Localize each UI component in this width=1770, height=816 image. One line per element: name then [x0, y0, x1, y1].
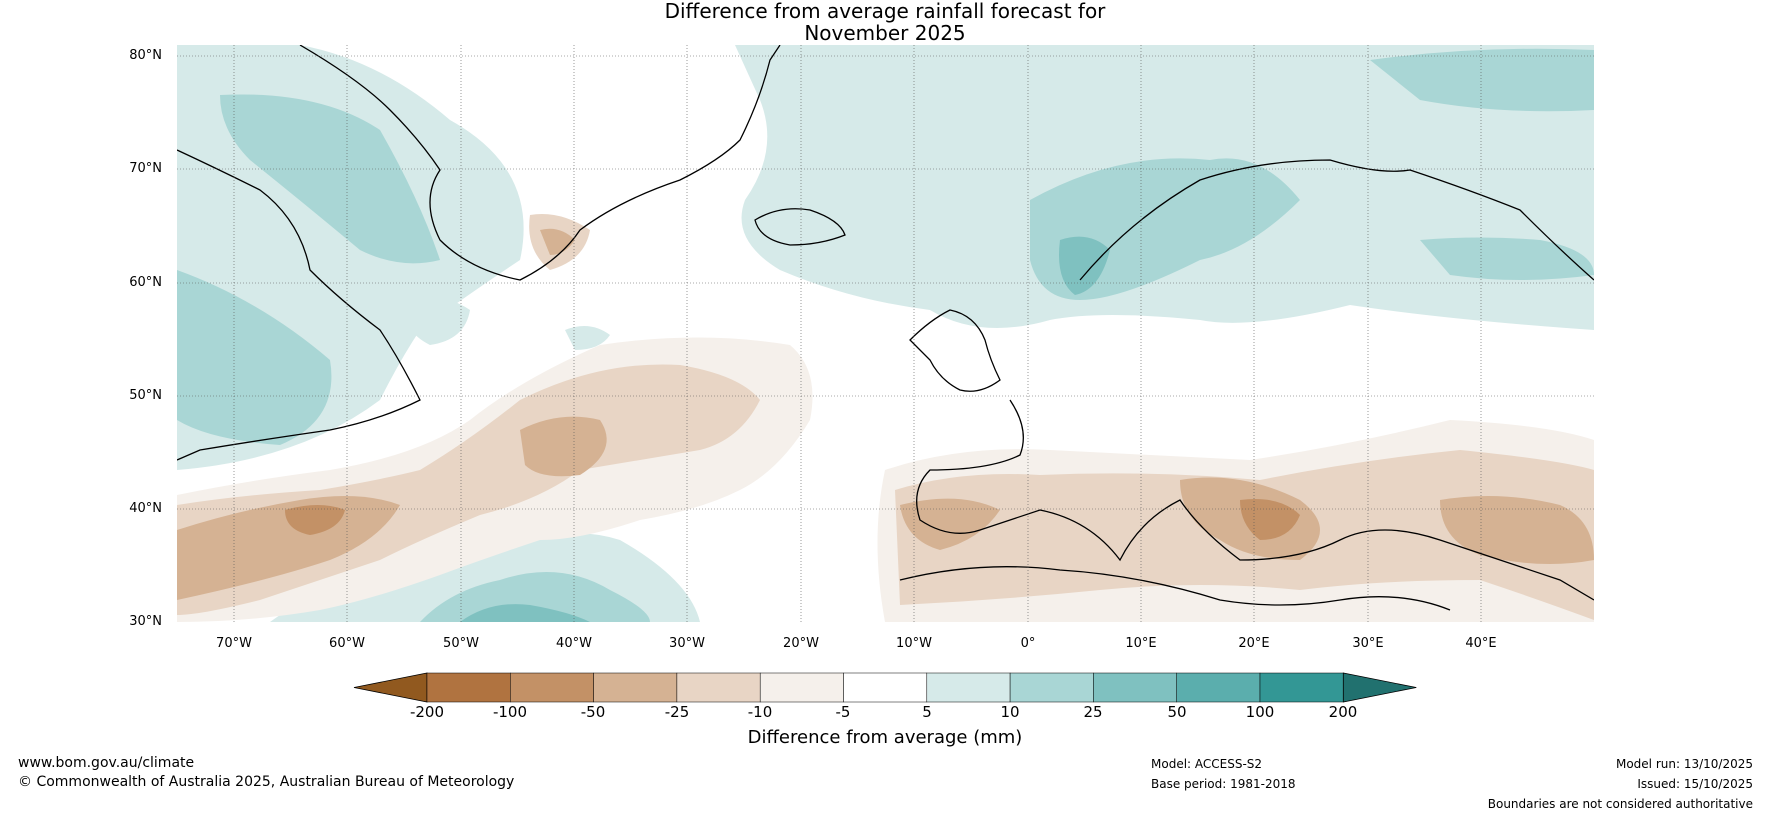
- colorbar-tick-label: 25: [1083, 703, 1103, 721]
- greenland-coast: [299, 45, 781, 281]
- issued-date: Issued: 15/10/2025: [1637, 777, 1753, 791]
- graticule: [177, 45, 1594, 622]
- colorbar-swatch: [1093, 672, 1177, 703]
- source-url: www.bom.gov.au/climate: [18, 755, 195, 771]
- colorbar-swatch: [593, 672, 678, 703]
- lon-label-50w: 50°W: [443, 636, 479, 651]
- model-run-date: Model run: 13/10/2025: [1615, 757, 1753, 771]
- colorbar-extend-high: [1342, 672, 1417, 703]
- lon-label-20e: 20°E: [1238, 636, 1270, 651]
- colorbar-label: Difference from average (mm): [747, 727, 1023, 748]
- colorbar: [353, 672, 1417, 703]
- copyright-notice: © Commonwealth of Australia 2025, Austra…: [18, 774, 515, 790]
- colorbar-tick-label: 50: [1167, 703, 1187, 721]
- lon-label-20w: 20°W: [783, 636, 819, 651]
- north-america-coast: [177, 149, 421, 461]
- colorbar-swatch: [1009, 672, 1094, 703]
- model-name: Model: ACCESS-S2: [1151, 757, 1263, 771]
- colorbar-tick-label: -50: [580, 703, 606, 721]
- colorbar-tick-label: -10: [747, 703, 773, 721]
- lon-label-30e: 30°E: [1352, 636, 1384, 651]
- colorbar-swatch: [759, 672, 844, 703]
- lat-label-50n: 50°N: [129, 388, 162, 403]
- lon-label-30w: 30°W: [669, 636, 705, 651]
- lon-label-10e: 10°E: [1125, 636, 1157, 651]
- boundaries-disclaimer: Boundaries are not considered authoritat…: [1487, 797, 1753, 811]
- colorbar-tick-label: 5: [922, 703, 932, 721]
- colorbar-tick-label: -5: [835, 703, 851, 721]
- chart-title-line1: Difference from average rainfall forecas…: [664, 0, 1106, 23]
- colorbar-extend-low: [353, 672, 428, 703]
- colorbar-swatch: [426, 672, 511, 703]
- colorbar-tick-label: -200: [409, 703, 445, 721]
- lon-label-70w: 70°W: [216, 636, 252, 651]
- lat-label-70n: 70°N: [129, 161, 162, 176]
- lat-label-60n: 60°N: [129, 275, 162, 290]
- colorbar-swatch: [843, 672, 928, 703]
- lon-label-10w: 10°W: [896, 636, 932, 651]
- map-area: [177, 45, 1594, 622]
- iceland-coast: [754, 208, 846, 246]
- dry-anomaly-regions: [177, 214, 1594, 622]
- colorbar-swatch: [926, 672, 1011, 703]
- colorbar-tick-label: -100: [492, 703, 528, 721]
- colorbar-swatch: [1259, 672, 1344, 703]
- lon-label-40e: 40°E: [1465, 636, 1497, 651]
- colorbar-tick-label: -25: [664, 703, 690, 721]
- colorbar-swatch: [1176, 672, 1261, 703]
- colorbar-tick-label: 200: [1328, 703, 1358, 721]
- mediterranean-north-coast: [916, 399, 1594, 601]
- british-isles-coast: [909, 309, 1001, 392]
- colorbar-swatch: [510, 672, 594, 703]
- lon-label-0: 0°: [1020, 636, 1036, 651]
- colorbar-tick-label: 100: [1245, 703, 1275, 721]
- coastlines: [177, 45, 1594, 611]
- colorbar-swatch: [676, 672, 761, 703]
- north-africa-coast: [899, 566, 1451, 611]
- base-period: Base period: 1981-2018: [1151, 777, 1296, 791]
- colorbar-tick-label: 10: [1000, 703, 1020, 721]
- lon-label-60w: 60°W: [329, 636, 365, 651]
- lat-label-40n: 40°N: [129, 501, 162, 516]
- wet-anomaly-regions: [177, 45, 1594, 622]
- chart-title-line2: November 2025: [804, 21, 966, 45]
- lon-label-40w: 40°W: [556, 636, 592, 651]
- lat-label-30n: 30°N: [129, 614, 162, 629]
- lat-label-80n: 80°N: [129, 48, 162, 63]
- scandinavia-coast: [1079, 159, 1594, 281]
